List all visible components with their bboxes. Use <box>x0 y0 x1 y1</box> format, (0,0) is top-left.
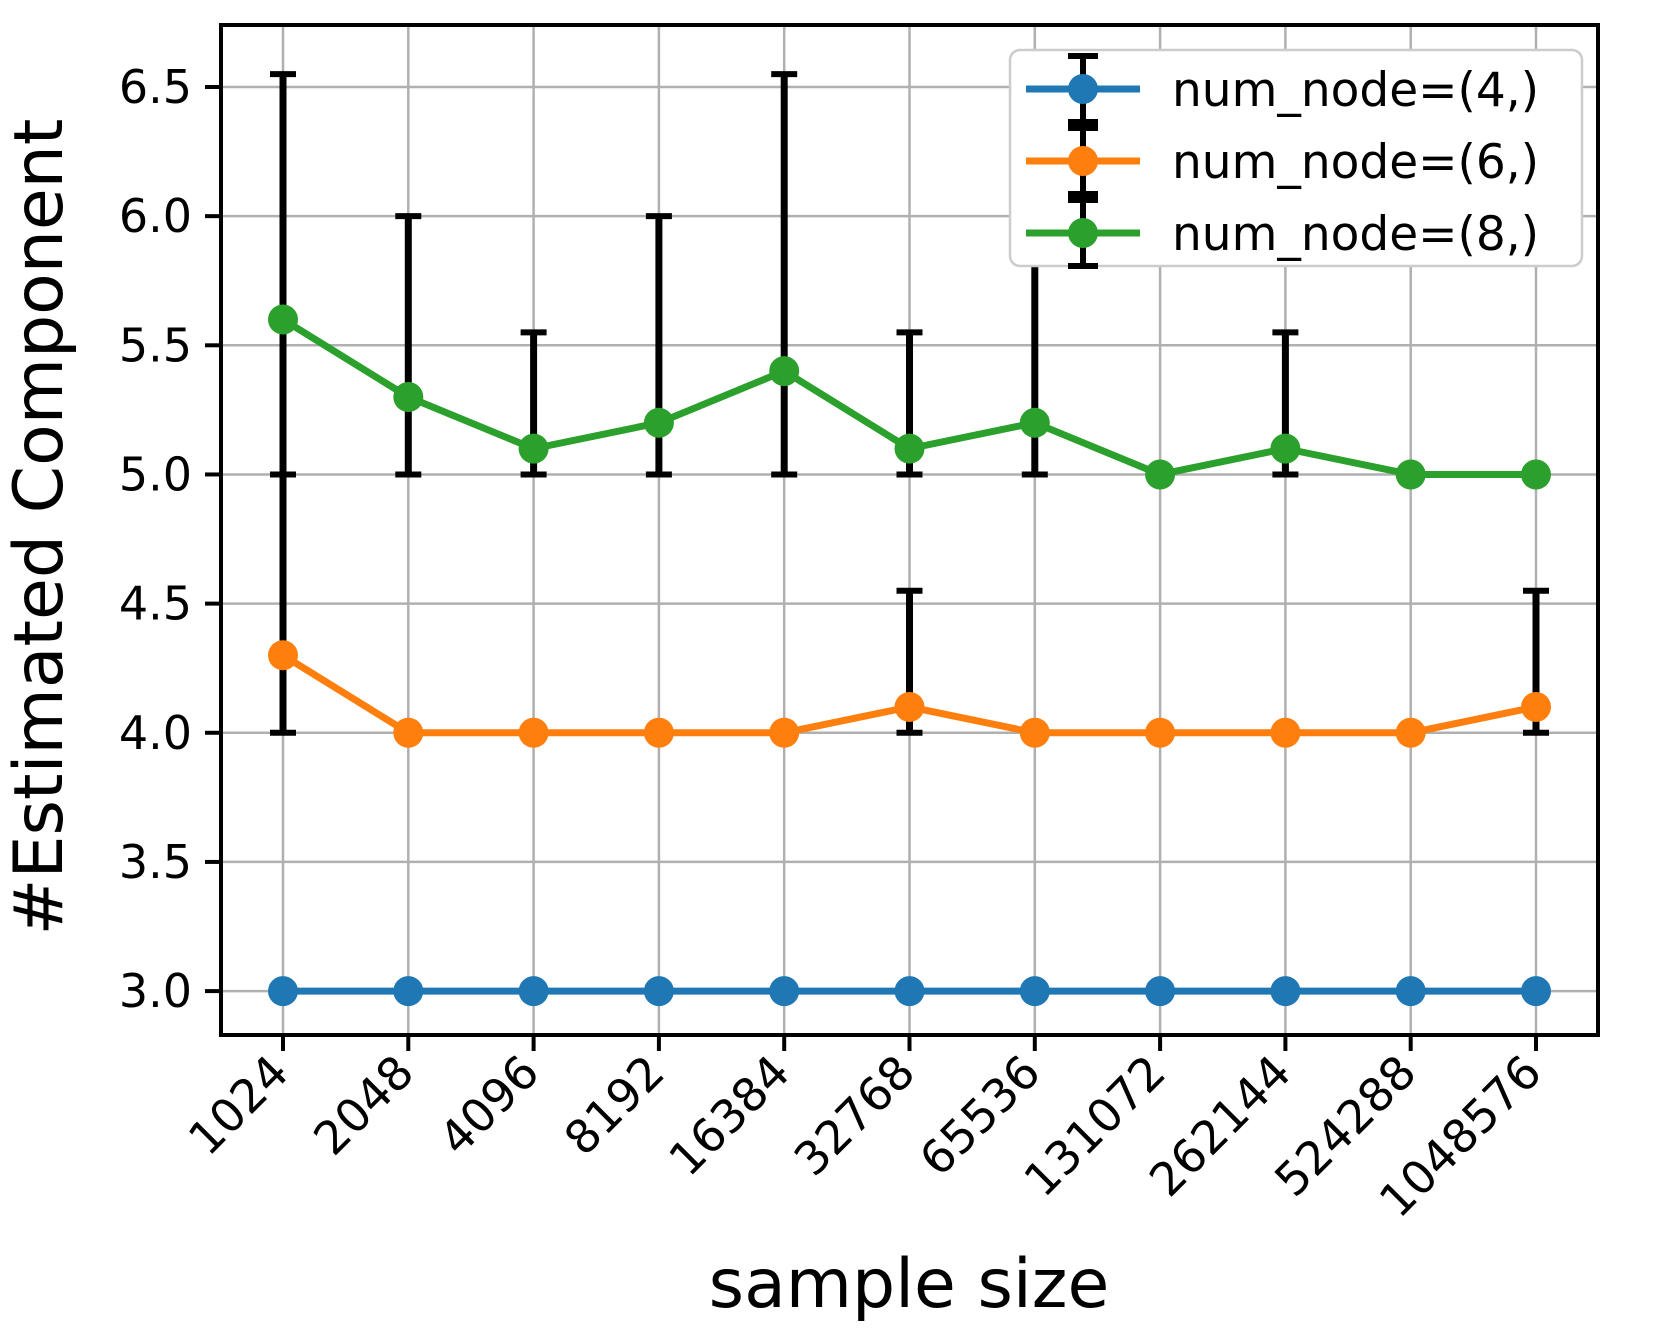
x-tick-label: 4096 <box>428 1045 549 1166</box>
data-point-marker <box>1521 459 1551 490</box>
y-tick-label: 5.5 <box>119 318 192 372</box>
y-axis-label: #Estimated Component <box>0 119 79 936</box>
data-point-marker <box>1019 717 1050 748</box>
y-tick-label: 3.0 <box>119 964 192 1018</box>
x-tick-label: 1024 <box>178 1045 299 1166</box>
y-tick-label: 4.0 <box>119 706 192 760</box>
y-tick-label: 6.5 <box>119 60 192 114</box>
data-point-marker <box>268 640 298 671</box>
y-tick-label: 5.0 <box>119 447 192 501</box>
data-point-marker <box>268 976 298 1007</box>
data-point-marker <box>1270 433 1301 464</box>
x-axis-label: sample size <box>709 1245 1110 1324</box>
y-tick-label: 4.5 <box>119 577 192 631</box>
series-1 <box>268 471 1551 748</box>
legend-label: num_node=(4,) <box>1172 63 1539 118</box>
data-point-marker <box>1145 976 1176 1007</box>
legend-label: num_node=(6,) <box>1172 135 1539 190</box>
x-tick-label: 8192 <box>554 1045 675 1166</box>
data-point-marker <box>1395 459 1426 490</box>
data-point-marker <box>894 433 925 464</box>
legend: num_node=(4,) num_node=(6,) num_node=(8,… <box>1008 48 1584 269</box>
legend-glyphs <box>1026 53 1140 269</box>
data-point-marker <box>643 407 674 438</box>
data-point-marker <box>1521 691 1551 722</box>
legend-label: num_node=(8,) <box>1172 207 1539 262</box>
data-point-marker <box>894 976 925 1007</box>
data-point-marker <box>393 976 424 1007</box>
data-point-marker <box>1145 717 1176 748</box>
legend-glyph <box>1026 197 1140 269</box>
data-point-marker <box>1019 407 1050 438</box>
data-point-marker <box>769 717 800 748</box>
legend-series-marker <box>1068 74 1098 104</box>
data-point-marker <box>643 976 674 1007</box>
legend-series-marker <box>1068 146 1098 176</box>
series-layer <box>268 71 1551 1007</box>
data-point-marker <box>1270 976 1301 1007</box>
data-point-marker <box>894 691 925 722</box>
data-point-marker <box>1019 976 1050 1007</box>
data-point-marker <box>518 433 549 464</box>
data-point-marker <box>1395 717 1426 748</box>
data-point-marker <box>268 304 298 335</box>
x-tick-label: 2048 <box>303 1045 424 1166</box>
series-0 <box>268 976 1551 1007</box>
series-2 <box>268 71 1551 490</box>
y-tick-label: 6.0 <box>119 189 192 243</box>
data-point-marker <box>1395 976 1426 1007</box>
data-point-marker <box>1145 459 1176 490</box>
data-point-marker <box>393 381 424 412</box>
data-point-marker <box>393 717 424 748</box>
legend-glyph <box>1026 125 1140 197</box>
y-tick-label: 3.5 <box>119 835 192 889</box>
legend-box <box>1008 48 1584 268</box>
legend-series-marker <box>1068 218 1098 248</box>
data-point-marker <box>518 976 549 1007</box>
x-tick-label: 16384 <box>658 1045 800 1187</box>
data-point-marker <box>1521 976 1551 1007</box>
data-point-marker <box>769 976 800 1007</box>
x-tick-label: 32768 <box>784 1045 926 1187</box>
legend-glyph <box>1026 53 1140 125</box>
data-point-marker <box>643 717 674 748</box>
axes-layer <box>205 23 1600 1051</box>
data-point-marker <box>769 356 800 387</box>
data-point-marker <box>518 717 549 748</box>
data-point-marker <box>1270 717 1301 748</box>
